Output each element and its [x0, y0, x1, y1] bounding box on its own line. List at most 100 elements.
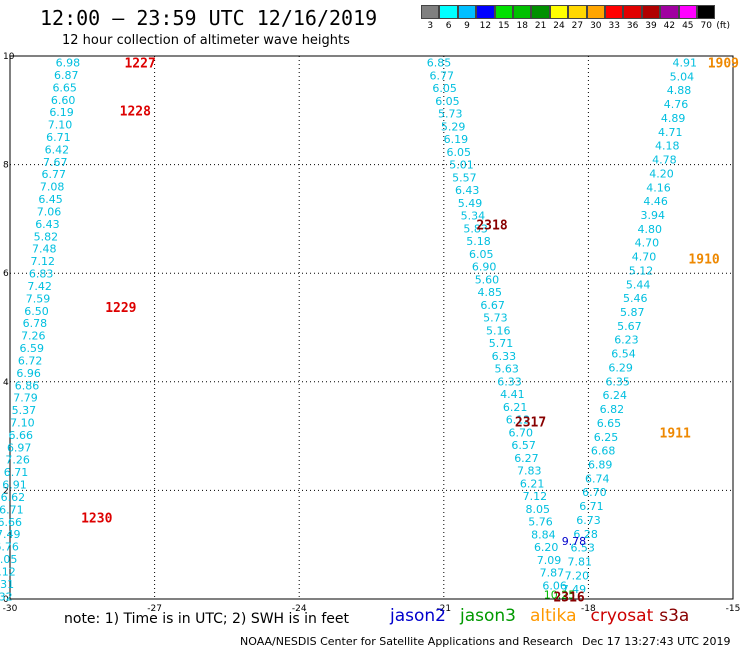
data-label: 6.62 — [1, 491, 26, 504]
data-label: 7.06 — [37, 205, 62, 218]
data-label: 6.29 — [608, 361, 633, 374]
data-label: 6.90 — [472, 261, 497, 274]
data-label: 4.70 — [632, 251, 657, 264]
legend-label: 70 — [700, 21, 712, 31]
data-label: 4.80 — [638, 223, 663, 236]
data-label: 6.73 — [576, 514, 601, 527]
data-label: 5.37 — [12, 404, 37, 417]
data-label: 6.50 — [24, 305, 49, 318]
data-label: 6.71 — [579, 500, 604, 513]
legend-label: 27 — [571, 21, 584, 31]
data-label: 7.83 — [517, 465, 542, 478]
data-label: 6.43 — [455, 184, 480, 197]
legend-swatch — [641, 5, 661, 19]
data-label: 4.91 — [673, 57, 698, 70]
footer-credit: NOAA/NESDIS Center for Satellite Applica… — [240, 635, 574, 648]
data-label: 6.27 — [514, 452, 539, 465]
legend-swatch — [586, 5, 605, 19]
data-label: 6.65 — [52, 81, 77, 94]
data-label: 6.33 — [497, 375, 522, 388]
legend-label: 12 — [479, 21, 492, 31]
data-label: 6.86 — [15, 379, 40, 392]
page-subtitle: 12 hour collection of altimeter wave hei… — [62, 33, 350, 48]
data-label: 7.81 — [568, 556, 593, 569]
data-label: 4.41 — [500, 388, 525, 401]
time-label: 1911 — [660, 426, 691, 441]
data-label: 6.54 — [611, 348, 636, 361]
legend-swatch — [531, 5, 550, 19]
data-label: 6.60 — [51, 94, 76, 107]
data-label: 6.19 — [444, 133, 469, 146]
data-label: 7.59 — [26, 292, 51, 305]
data-label: 7.12 — [0, 565, 16, 578]
time-label: 1227 — [124, 57, 155, 72]
data-label: 7.10 — [48, 119, 73, 132]
data-label: 6.78 — [23, 317, 48, 330]
satellite-s3a: s3a — [659, 606, 690, 626]
data-label: 6.42 — [45, 143, 70, 156]
data-label: 5.82 — [34, 230, 59, 243]
legend-label: 15 — [498, 21, 510, 31]
data-label: 6.24 — [603, 389, 628, 402]
data-label: 6.23 — [614, 334, 639, 347]
time-label: 1228 — [120, 104, 151, 119]
data-label: 6.82 — [600, 403, 625, 416]
data-label: 6.25 — [594, 431, 619, 444]
satellite-altika: altika — [530, 606, 577, 626]
time-label: 1230 — [81, 512, 112, 527]
data-label: 5.73 — [438, 108, 463, 121]
data-label: 6.91 — [2, 479, 27, 492]
legend-label: 18 — [516, 21, 528, 31]
data-label: 6.98 — [56, 57, 81, 70]
time-label: 2316 — [553, 590, 584, 605]
y-tick-label: 8 — [3, 161, 9, 171]
data-label: 6.71 — [46, 131, 71, 144]
x-tick-label: -15 — [726, 604, 740, 614]
legend-swatch — [476, 5, 495, 19]
y-tick-label: 10 — [3, 52, 15, 62]
data-label: 6.65 — [597, 417, 622, 430]
legend-label: 21 — [534, 21, 547, 31]
data-label: 4.46 — [643, 195, 668, 208]
data-label: 4.88 — [667, 84, 692, 97]
data-label: 6.59 — [19, 342, 44, 355]
legend-label: 9 — [464, 21, 470, 31]
data-label: 5.01 — [449, 159, 474, 172]
data-label: 5.46 — [623, 292, 648, 305]
satellite-cryosat: cryosat — [590, 606, 654, 626]
data-label: 6.77 — [41, 168, 66, 181]
data-label: 4.85 — [478, 286, 503, 299]
legend-label: 45 — [682, 21, 694, 31]
data-label: 6.06 — [542, 579, 567, 592]
data-label: 5.73 — [483, 312, 508, 325]
data-label: 8.84 — [531, 528, 556, 541]
data-label: 5.60 — [475, 273, 500, 286]
page-title: 12:00 — 23:59 UTC 12/16/2019 — [40, 6, 378, 30]
y-tick-label: 2 — [3, 486, 9, 496]
data-label: 7.79 — [13, 392, 38, 405]
y-tick-label: 6 — [3, 269, 9, 279]
data-label: 5.04 — [670, 70, 695, 83]
legend-swatch — [678, 5, 697, 19]
data-label: 6.77 — [430, 69, 455, 82]
satellite-jason3: jason3 — [460, 606, 516, 626]
legend-swatch — [605, 5, 624, 19]
data-label: 6.05 — [469, 248, 494, 261]
data-label: 6.83 — [29, 268, 54, 281]
data-label: 7.87 — [540, 567, 565, 580]
data-label: 6.05 — [435, 95, 460, 108]
data-label: 4.16 — [646, 181, 671, 194]
legend-label: 42 — [663, 21, 676, 31]
data-label: 6.57 — [511, 439, 536, 452]
time-label: 1229 — [105, 301, 136, 316]
footer-note: note: 1) Time is in UTC; 2) SWH is in fe… — [64, 611, 350, 627]
legend-swatch — [439, 5, 458, 19]
data-label: 4.78 — [652, 154, 677, 167]
data-label: 5.67 — [617, 320, 642, 333]
data-label: 7.12 — [30, 255, 55, 268]
data-label: 6.71 — [4, 466, 29, 479]
data-label: 6.05 — [432, 82, 457, 95]
data-label: 6.76 — [0, 541, 19, 554]
data-label: 6.35 — [605, 375, 630, 388]
